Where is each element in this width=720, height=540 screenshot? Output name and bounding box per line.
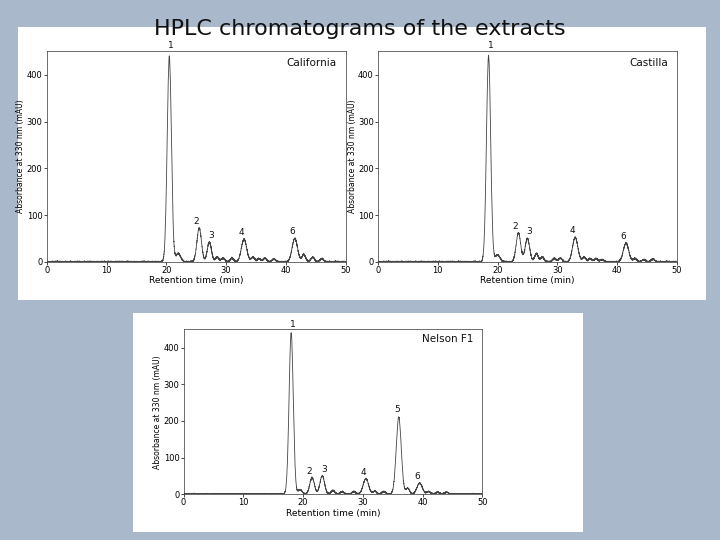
Y-axis label: Absorbance at 330 nm (mAU): Absorbance at 330 nm (mAU) bbox=[17, 100, 25, 213]
Text: 2: 2 bbox=[513, 221, 518, 231]
Text: 6: 6 bbox=[415, 472, 420, 481]
Text: California: California bbox=[287, 58, 337, 68]
X-axis label: Retention time (min): Retention time (min) bbox=[149, 276, 243, 286]
Text: 4: 4 bbox=[361, 468, 366, 477]
Text: 1: 1 bbox=[290, 320, 296, 329]
Text: 1: 1 bbox=[487, 42, 493, 50]
Text: 3: 3 bbox=[321, 465, 327, 474]
Text: 3: 3 bbox=[208, 231, 214, 240]
Text: Castilla: Castilla bbox=[629, 58, 668, 68]
Text: 6: 6 bbox=[289, 227, 295, 236]
Text: 3: 3 bbox=[526, 227, 532, 236]
Text: 1: 1 bbox=[168, 42, 174, 50]
Text: Nelson F1: Nelson F1 bbox=[422, 334, 474, 345]
X-axis label: Retention time (min): Retention time (min) bbox=[286, 509, 380, 518]
Text: 5: 5 bbox=[394, 406, 400, 414]
X-axis label: Retention time (min): Retention time (min) bbox=[480, 276, 575, 286]
Y-axis label: Absorbance at 330 nm (mAU): Absorbance at 330 nm (mAU) bbox=[348, 100, 356, 213]
Text: 6: 6 bbox=[621, 232, 626, 241]
Text: 2: 2 bbox=[194, 217, 199, 226]
Text: 4: 4 bbox=[239, 228, 244, 237]
Text: 4: 4 bbox=[570, 226, 575, 235]
Text: HPLC chromatograms of the extracts: HPLC chromatograms of the extracts bbox=[154, 19, 566, 39]
Text: 2: 2 bbox=[306, 467, 312, 476]
Y-axis label: Absorbance at 330 nm (mAU): Absorbance at 330 nm (mAU) bbox=[153, 355, 162, 469]
